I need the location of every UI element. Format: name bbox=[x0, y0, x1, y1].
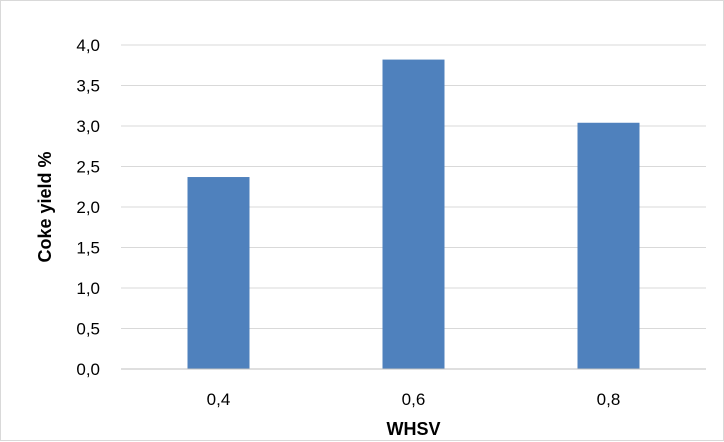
bar-0-6 bbox=[382, 59, 445, 369]
x-axis-title: WHSV bbox=[387, 419, 441, 439]
x-tick-label: 0,8 bbox=[597, 390, 621, 409]
y-tick-label: 0,5 bbox=[76, 320, 100, 339]
y-tick-label: 3,0 bbox=[76, 117, 100, 136]
y-tick-label: 0,0 bbox=[76, 360, 100, 379]
y-tick-label: 4,0 bbox=[76, 36, 100, 55]
bar-0-8 bbox=[577, 122, 640, 369]
y-tick-label: 2,0 bbox=[76, 198, 100, 217]
y-tick-label: 1,5 bbox=[76, 239, 100, 258]
x-tick-label: 0,4 bbox=[207, 390, 231, 409]
y-tick-label: 2,5 bbox=[76, 158, 100, 177]
bar-0-4 bbox=[187, 177, 250, 369]
x-tick-label: 0,6 bbox=[402, 390, 426, 409]
y-axis-title: Coke yield % bbox=[35, 151, 55, 262]
y-tick-label: 1,0 bbox=[76, 279, 100, 298]
y-tick-label: 3,5 bbox=[76, 77, 100, 96]
x-tick-labels: 0,4 0,6 0,8 bbox=[207, 390, 621, 409]
bars bbox=[187, 59, 640, 369]
y-tick-labels: 0,0 0,5 1,0 1,5 2,0 2,5 3,0 3,5 4,0 bbox=[76, 36, 100, 379]
